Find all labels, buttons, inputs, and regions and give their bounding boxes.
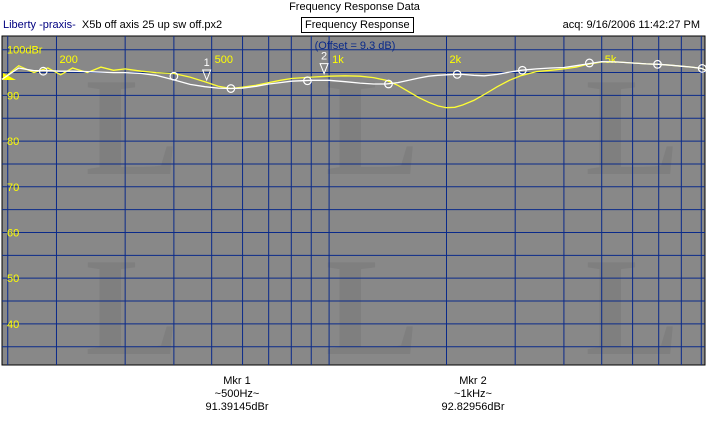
reference-level-marker [3, 73, 16, 80]
marker-2-triangle [319, 63, 329, 75]
y-tick-label: 50 [7, 273, 19, 285]
data-circle-mark [169, 71, 179, 81]
data-circle-mark [38, 66, 48, 76]
data-circle-mark [517, 65, 527, 75]
y-tick-label: 70 [7, 182, 19, 194]
x-tick-label: 5k [605, 54, 617, 66]
y-tick-label: 90 [7, 90, 19, 102]
data-circle-mark [384, 79, 393, 89]
x-tick-label: 2k [450, 54, 462, 66]
x-tick-label: 1k [332, 54, 344, 66]
marker-1-name: Mkr 1 [223, 375, 251, 387]
marker-1-frequency: ~500Hz~ [214, 388, 260, 400]
data-circle-mark [226, 84, 236, 93]
marker-2-frequency: ~1kHz~ [454, 388, 492, 400]
view-selector[interactable]: Frequency Response [301, 17, 414, 33]
data-circle-mark [303, 76, 312, 86]
x-tick-label: 200 [59, 54, 77, 66]
program-label: Liberty -praxis- [3, 19, 76, 31]
y-tick-label: 60 [7, 227, 19, 239]
y-tick-label: 100dBr [7, 45, 43, 57]
marker-2-label: 2 [321, 51, 327, 63]
acquisition-timestamp: acq: 9/16/2006 11:42:27 PM [562, 19, 700, 31]
offset-label: (Offset = 9.3 dB) [315, 40, 396, 52]
x-tick-label: 500 [215, 54, 233, 66]
marker-1-triangle [201, 69, 212, 82]
data-circle-mark [697, 64, 707, 73]
data-circle-mark [585, 58, 594, 68]
window-title: Frequency Response Data [289, 1, 420, 13]
watermark-letter: L [325, 50, 418, 205]
marker-2-level: 92.82956dBr [441, 401, 505, 413]
marker-1-readout: Mkr 1 ~500Hz~ 91.39145dBr [167, 375, 307, 414]
data-circle-mark [653, 59, 662, 69]
watermark-letter: L [85, 50, 178, 205]
marker-2-readout: Mkr 2 ~1kHz~ 92.82956dBr [403, 375, 543, 414]
plot-background [1, 35, 706, 366]
y-tick-label: 80 [7, 136, 19, 148]
watermark-letter: L [585, 50, 678, 205]
data-circle-mark [452, 69, 462, 79]
file-name: X5b off axis 25 up sw off.px2 [81, 19, 223, 31]
y-tick-label: 40 [7, 319, 19, 331]
file-info: Liberty -praxis- X5b off axis 25 up sw o… [3, 19, 222, 31]
marker-1-label: 1 [204, 57, 210, 69]
marker-1-level: 91.39145dBr [205, 401, 269, 413]
marker-2-name: Mkr 2 [459, 375, 487, 387]
